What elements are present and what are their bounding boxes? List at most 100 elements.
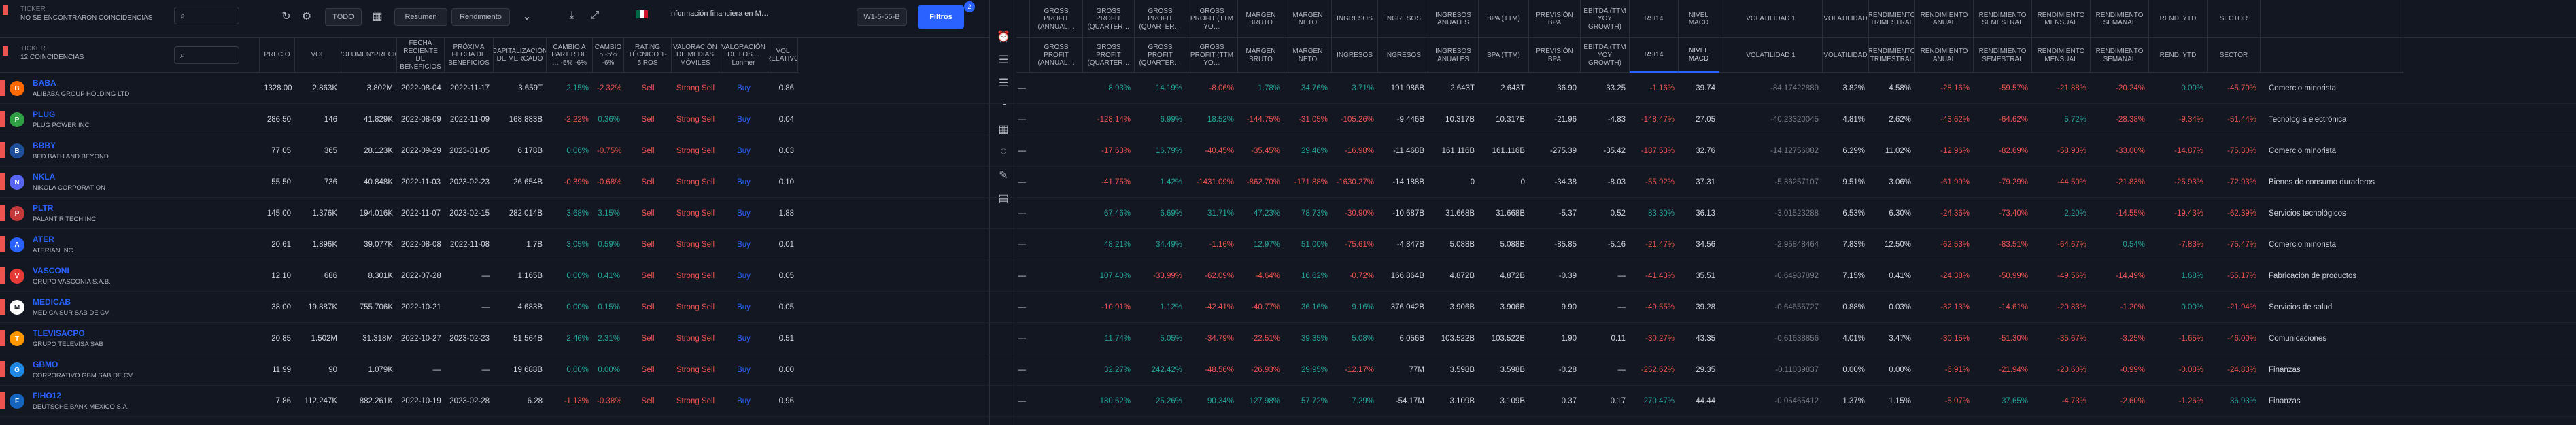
column-header-top[interactable]: RENDIMIENTO SEMESTRAL bbox=[1974, 0, 2032, 38]
download-icon[interactable]: ⤓ bbox=[569, 10, 574, 21]
column-header[interactable] bbox=[2261, 38, 2403, 73]
column-header-top[interactable]: RENDIMIENTO MENSUAL bbox=[2032, 0, 2091, 38]
column-header-top[interactable]: RENDIMIENTO SEMANAL bbox=[2091, 0, 2149, 38]
column-header[interactable]: MARGEN NETO bbox=[1284, 38, 1332, 73]
table-row[interactable]: P PLTR PALANTIR TECH INC 145.00 1.376K 194.01… bbox=[0, 198, 2576, 229]
column-header-top[interactable] bbox=[2261, 0, 2403, 38]
column-header-top[interactable]: INGRESOS bbox=[1332, 0, 1378, 38]
ticker-symbol[interactable]: FIHO12 bbox=[33, 391, 62, 401]
osc-rating[interactable]: Buy bbox=[737, 303, 751, 311]
table-row[interactable]: P PLUG PLUG POWER INC 286.50 146 41.829K 2022-… bbox=[0, 104, 2576, 135]
tab-performance[interactable]: Rendimiento bbox=[451, 8, 510, 26]
technical-rating[interactable]: Sell bbox=[641, 147, 655, 155]
technical-rating[interactable]: Sell bbox=[641, 241, 655, 249]
osc-rating[interactable]: Buy bbox=[737, 147, 751, 155]
technical-rating[interactable]: Sell bbox=[641, 397, 655, 405]
osc-rating[interactable]: Buy bbox=[737, 397, 751, 405]
list-icon[interactable]: ☰ bbox=[998, 78, 1009, 89]
column-header[interactable]: EBITDA (TTM YOY GROWTH) bbox=[1581, 38, 1630, 73]
ticker-cell[interactable]: M MEDICAB MEDICA SUR SAB DE CV bbox=[0, 292, 272, 323]
timer-icon[interactable]: ◔ bbox=[1000, 99, 1007, 111]
settings-icon[interactable]: ⚙ bbox=[301, 11, 312, 22]
tab-summary[interactable]: Resumen bbox=[394, 8, 447, 26]
ticker-symbol[interactable]: ATER bbox=[33, 235, 54, 244]
column-header[interactable]: VOL bbox=[295, 38, 341, 72]
ticker-cell[interactable]: T TLEVISACPO GRUPO TELEVISA SAB bbox=[0, 323, 272, 354]
column-header[interactable]: FECHA RECIENTE DE BENEFICIOS bbox=[397, 38, 445, 72]
table-row[interactable]: V VASCONI GRUPO VASCONIA S.A.B. 12.10 686 8.3… bbox=[0, 260, 2576, 292]
technical-rating[interactable]: Sell bbox=[641, 209, 655, 218]
column-header[interactable]: NIVEL MACD bbox=[1679, 38, 1719, 73]
ticker-header[interactable]: TICKER 12 COINCIDENCIAS ⌕ bbox=[0, 38, 260, 73]
column-header[interactable]: GROSS PROFIT (TTM YO… bbox=[1186, 38, 1238, 73]
refresh-icon[interactable]: ↻ bbox=[281, 11, 291, 22]
timeframe-dropdown[interactable]: W1-5-55-B bbox=[857, 8, 907, 26]
ma-rating[interactable]: Strong Sell bbox=[676, 303, 715, 311]
red-flag-icon[interactable] bbox=[0, 361, 5, 377]
red-flag-icon[interactable] bbox=[3, 5, 8, 15]
ma-rating[interactable]: Strong Sell bbox=[676, 147, 715, 155]
column-header[interactable]: RENDIMIENTO MENSUAL bbox=[2032, 38, 2091, 73]
column-header[interactable]: VALORACIÓN DE LOS… Lonmer bbox=[719, 38, 768, 72]
dataset-dropdown[interactable]: Información financiera en M… bbox=[669, 10, 769, 18]
column-header[interactable]: RENDIMIENTO ANUAL bbox=[1915, 38, 1974, 73]
osc-rating[interactable]: Buy bbox=[737, 366, 751, 374]
expand-icon[interactable]: ⤢ bbox=[590, 10, 600, 21]
grid-icon[interactable]: ▦ bbox=[372, 11, 383, 22]
technical-rating[interactable]: Sell bbox=[641, 84, 655, 92]
column-header[interactable]: CAPITALIZACIÓN DE MERCADO bbox=[494, 38, 547, 72]
column-header[interactable]: VOLATILIDAD bbox=[1823, 38, 1869, 73]
ma-rating[interactable]: Strong Sell bbox=[676, 209, 715, 218]
column-header-top[interactable]: MARGEN BRUTO bbox=[1238, 0, 1284, 38]
ticker-cell[interactable]: N NKLA NIKOLA CORPORATION bbox=[0, 167, 272, 198]
ticker-symbol[interactable]: NKLA bbox=[33, 172, 56, 182]
column-header[interactable]: MARGEN BRUTO bbox=[1238, 38, 1284, 73]
column-header[interactable]: SECTOR bbox=[2208, 38, 2261, 73]
ticker-symbol[interactable]: TLEVISACPO bbox=[33, 328, 85, 338]
technical-rating[interactable]: Sell bbox=[641, 366, 655, 374]
table-row[interactable]: F FIHO12 DEUTSCHE BANK MEXICO S.A. 7.86 112.… bbox=[0, 386, 2576, 417]
ticker-cell[interactable]: B BABA ALIBABA GROUP HOLDING LTD bbox=[0, 73, 272, 104]
red-flag-icon[interactable] bbox=[0, 80, 5, 96]
red-flag-icon[interactable] bbox=[0, 330, 5, 346]
column-header-top[interactable]: GROSS PROFIT (TTM YO… bbox=[1186, 0, 1238, 38]
ma-rating[interactable]: Strong Sell bbox=[676, 397, 715, 405]
ma-rating[interactable]: Strong Sell bbox=[676, 116, 715, 124]
column-header[interactable]: PRECIO bbox=[260, 38, 295, 72]
ticker-symbol[interactable]: PLUG bbox=[33, 109, 56, 119]
search-input[interactable]: ⌕ bbox=[174, 7, 239, 24]
column-header-top[interactable]: VOLATILIDAD bbox=[1823, 0, 1869, 38]
column-header-top[interactable]: RSI14 bbox=[1630, 0, 1679, 38]
notes-icon[interactable]: ▤ bbox=[998, 193, 1009, 205]
column-header-top[interactable]: BPA (TTM) bbox=[1479, 0, 1529, 38]
column-header[interactable]: PREVISIÓN BPA bbox=[1529, 38, 1581, 73]
osc-rating[interactable]: Buy bbox=[737, 84, 751, 92]
column-header[interactable]: INGRESOS bbox=[1332, 38, 1378, 73]
osc-rating[interactable]: Buy bbox=[737, 241, 751, 249]
ma-rating[interactable]: Strong Sell bbox=[676, 335, 715, 343]
column-header-top[interactable]: SECTOR bbox=[2208, 0, 2261, 38]
filters-button[interactable]: Filtros bbox=[918, 5, 964, 29]
column-header-top[interactable]: PREVISIÓN BPA bbox=[1529, 0, 1581, 38]
column-header[interactable]: INGRESOS ANUALES bbox=[1428, 38, 1479, 73]
column-header[interactable]: RENDIMIENTO SEMESTRAL bbox=[1974, 38, 2032, 73]
column-header[interactable]: CAMBIO 5 -5% -6% bbox=[593, 38, 624, 72]
technical-rating[interactable]: Sell bbox=[641, 303, 655, 311]
column-header-top[interactable]: GROSS PROFIT (ANNUAL… bbox=[1030, 0, 1083, 38]
technical-rating[interactable]: Sell bbox=[641, 116, 655, 124]
ticker-cell[interactable]: G GBMO CORPORATIVO GBM SAB DE CV bbox=[0, 354, 272, 386]
red-flag-icon[interactable] bbox=[0, 236, 5, 252]
ticker-symbol[interactable]: PLTR bbox=[33, 203, 54, 213]
column-header[interactable]: RENDIMIENTO SEMANAL bbox=[2091, 38, 2149, 73]
column-header[interactable]: VOLATILIDAD 1 bbox=[1719, 38, 1823, 73]
osc-rating[interactable]: Buy bbox=[737, 209, 751, 218]
red-flag-icon[interactable] bbox=[0, 267, 5, 284]
osc-rating[interactable]: Buy bbox=[737, 272, 751, 280]
column-header[interactable]: GROSS PROFIT (QUARTER… bbox=[1135, 38, 1186, 73]
ma-rating[interactable]: Strong Sell bbox=[676, 272, 715, 280]
column-header-top[interactable]: GROSS PROFIT (QUARTER… bbox=[1135, 0, 1186, 38]
table-row[interactable]: G GBMO CORPORATIVO GBM SAB DE CV 11.99 90 1.0… bbox=[0, 354, 2576, 386]
red-flag-icon[interactable] bbox=[0, 392, 5, 409]
column-header-top[interactable]: GROSS PROFIT (QUARTER… bbox=[1083, 0, 1135, 38]
column-header[interactable]: INGRESOS bbox=[1378, 38, 1428, 73]
